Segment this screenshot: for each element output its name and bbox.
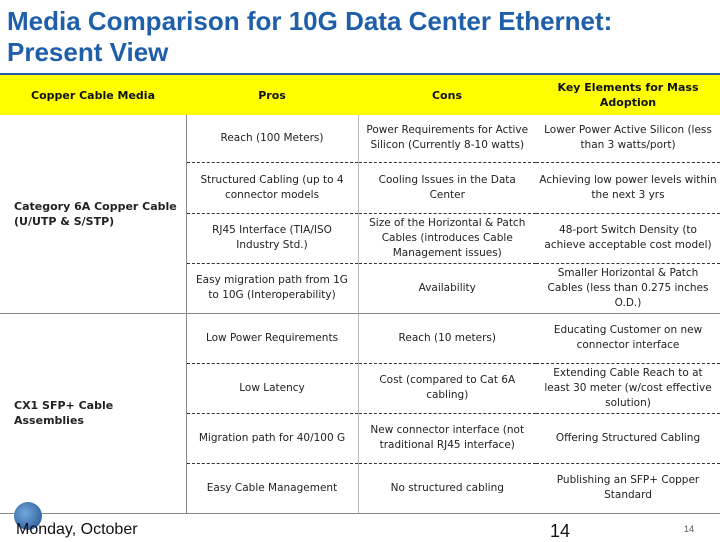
pros-cell: Low Power Requirements [186, 313, 359, 364]
pros-cell: Structured Cabling (up to 4 connector mo… [186, 162, 359, 214]
table-row: RJ45 Interface (TIA/ISO Industry Std.) S… [0, 213, 720, 264]
cons-cell: Cost (compared to Cat 6A cabling) [358, 363, 536, 414]
comparison-table: Copper Cable Media Pros Cons Key Element… [0, 75, 720, 514]
company-logo-icon [14, 502, 42, 530]
pros-cell: Reach (100 Meters) [186, 115, 359, 163]
table-row: Migration path for 40/100 G New connecto… [0, 413, 720, 464]
header-cons: Cons [358, 75, 536, 115]
key-cell: Achieving low power levels within the ne… [536, 162, 720, 214]
cons-cell: Size of the Horizontal & Patch Cables (i… [358, 213, 536, 264]
footer-number: 14 [550, 521, 571, 541]
key-cell: Educating Customer on new connector inte… [536, 313, 720, 364]
pros-cell: Migration path for 40/100 G [186, 413, 359, 464]
pros-cell: Low Latency [186, 363, 359, 414]
table-row: Category 6A Copper Cable (U/UTP & S/STP)… [0, 115, 720, 314]
cons-cell: No structured cabling [358, 463, 536, 514]
key-cell: Offering Structured Cabling [536, 413, 720, 464]
key-cell: 48-port Switch Density (to achieve accep… [536, 213, 720, 264]
category-cell: Category 6A Copper Cable (U/UTP & S/STP) [0, 115, 187, 314]
cons-cell: New connector interface (not traditional… [358, 413, 536, 464]
slide-title: Media Comparison for 10G Data Center Eth… [7, 6, 613, 67]
table-row: CX1 SFP+ Cable Assemblies Low Power Requ… [0, 313, 720, 514]
table-row: Easy migration path from 1G to 10G (Inte… [0, 263, 720, 314]
cons-cell: Reach (10 meters) [358, 313, 536, 364]
page-number: 14 [684, 524, 695, 534]
header-key-elements: Key Elements for Mass Adoption [536, 75, 720, 115]
key-cell: Lower Power Active Silicon (less than 3 … [536, 115, 720, 163]
pros-cell: RJ45 Interface (TIA/ISO Industry Std.) [186, 213, 359, 264]
pros-cell: Easy migration path from 1G to 10G (Inte… [186, 263, 359, 314]
category-cell: CX1 SFP+ Cable Assemblies [0, 313, 187, 514]
table-row: Structured Cabling (up to 4 connector mo… [0, 162, 720, 214]
key-cell: Publishing an SFP+ Copper Standard [536, 463, 720, 514]
cons-cell: Availability [358, 263, 536, 314]
table-header-row: Copper Cable Media Pros Cons Key Element… [0, 75, 720, 115]
header-media: Copper Cable Media [0, 75, 186, 115]
table-row: Low Latency Cost (compared to Cat 6A cab… [0, 363, 720, 414]
footer-date: Monday, October [16, 521, 138, 538]
key-cell: Extending Cable Reach to at least 30 met… [536, 363, 720, 414]
pros-cell: Easy Cable Management [186, 463, 359, 514]
cons-cell: Cooling Issues in the Data Center [358, 162, 536, 214]
header-pros: Pros [186, 75, 358, 115]
key-cell: Smaller Horizontal & Patch Cables (less … [536, 263, 720, 314]
title-rule [0, 73, 720, 75]
table-row: Easy Cable Management No structured cabl… [0, 463, 720, 514]
cons-cell: Power Requirements for Active Silicon (C… [358, 115, 536, 163]
